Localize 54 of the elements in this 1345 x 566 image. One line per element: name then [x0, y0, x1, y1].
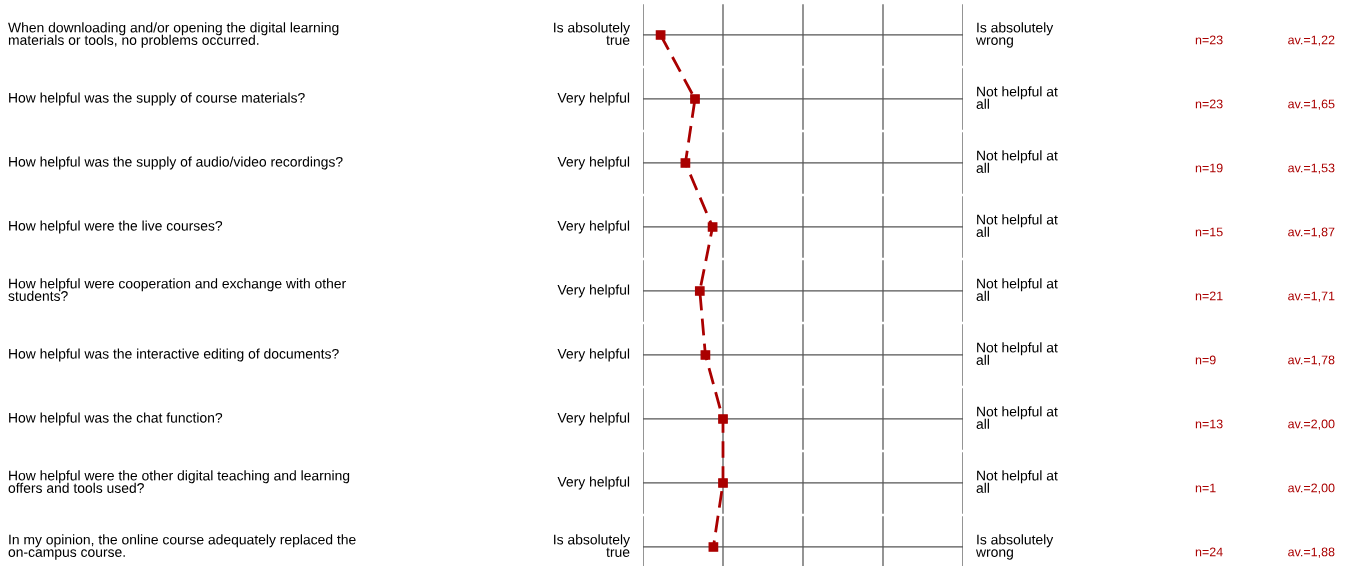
text: Is absolutely true: [554, 534, 630, 557]
text: Not helpful at all: [976, 86, 1058, 109]
data-label: av.=2,00: [1288, 483, 1335, 494]
text: Not helpful at all: [976, 214, 1058, 237]
data-label: av.=1,65: [1288, 99, 1335, 110]
text: Is absolutely wrong: [975, 534, 1054, 560]
text: n=21: [1195, 291, 1223, 301]
y-tick-label: How helpful was the supply of audio/video recordings?: [9, 156, 343, 170]
text: Not helpful at all: [976, 406, 1058, 429]
data-label: av.=1,71: [1288, 291, 1335, 302]
text: Very helpful: [557, 412, 630, 426]
data-label: av.=2,00: [1288, 419, 1335, 430]
text: Very helpful: [557, 476, 630, 490]
y-tick-label: How helpful was the interactive editing of documents?: [9, 348, 339, 362]
text: Very helpful: [557, 348, 630, 362]
text: n=1: [1195, 483, 1216, 493]
y-tick-label: How helpful was the supply of course materials?: [9, 92, 305, 106]
y-tick-label: In my opinion, the online course adequately replaced the on-campus course.: [8, 534, 356, 560]
text: Is absolutely wrong: [975, 22, 1054, 48]
point: [718, 478, 728, 488]
point: [694, 286, 705, 296]
point: [655, 30, 666, 40]
text: n=23: [1195, 99, 1223, 109]
text: n=24: [1195, 547, 1223, 557]
text: Not helpful at all: [976, 278, 1058, 301]
text: Not helpful at all: [976, 342, 1058, 365]
text: Is absolutely true: [554, 22, 630, 45]
y-tick-label: How helpful were the other digital teaching and learning offers and tools used?: [8, 470, 350, 493]
point: [690, 94, 700, 104]
point: [707, 222, 718, 232]
data-label: av.=1,88: [1288, 547, 1335, 558]
data-label: av.=1,87: [1288, 227, 1335, 238]
text: Very helpful: [557, 220, 630, 234]
text: Very helpful: [557, 156, 630, 170]
y-tick-label: How helpful was the chat function?: [9, 412, 223, 426]
text: n=13: [1195, 419, 1223, 429]
text: n=9: [1195, 355, 1216, 365]
point: [700, 350, 711, 360]
point: [680, 158, 691, 168]
text: Very helpful: [557, 92, 630, 106]
text: n=19: [1195, 163, 1223, 173]
text: Very helpful: [557, 284, 630, 298]
text: Not helpful at all: [976, 470, 1058, 493]
point: [718, 414, 728, 424]
data-label: av.=1,53: [1288, 163, 1335, 174]
y-tick-label: When downloading and/or opening the digital learning materials or tools, no problems occurred.: [8, 22, 339, 48]
text: Not helpful at all: [976, 150, 1058, 173]
text: n=23: [1195, 35, 1223, 45]
y-tick-label: How helpful were the live courses?: [9, 220, 223, 234]
data-label: av.=1,78: [1288, 355, 1335, 366]
text: n=15: [1195, 227, 1223, 237]
data-label: av.=1,22: [1288, 35, 1335, 46]
point: [708, 542, 719, 552]
y-tick-label: How helpful were cooperation and exchange with other students?: [8, 278, 346, 301]
